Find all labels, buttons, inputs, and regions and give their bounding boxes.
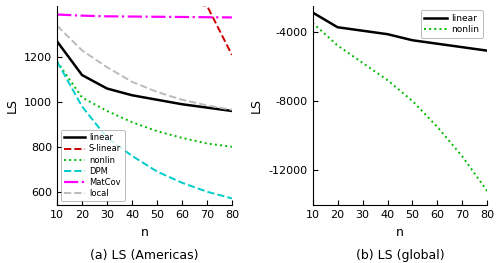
- nonlin: [229, 145, 235, 148]
- linear: [310, 11, 316, 14]
- Line: local: local: [57, 26, 232, 110]
- S-linear: [229, 53, 235, 57]
- DPM: [54, 60, 60, 63]
- DPM: [204, 190, 210, 193]
- Line: S-linear: S-linear: [57, 0, 232, 55]
- Legend: linear, nonlin: linear, nonlin: [420, 10, 483, 38]
- local: [79, 49, 85, 52]
- nonlin: [104, 109, 110, 113]
- DPM: [154, 170, 160, 173]
- X-axis label: n: n: [396, 226, 404, 239]
- local: [104, 66, 110, 69]
- linear: [229, 109, 235, 113]
- nonlin: [460, 155, 466, 158]
- X-axis label: n: n: [140, 226, 148, 239]
- S-linear: [179, 2, 185, 5]
- S-linear: [129, 0, 135, 3]
- MatCov: [104, 15, 110, 18]
- linear: [484, 49, 490, 52]
- Line: DPM: DPM: [57, 62, 232, 198]
- DPM: [229, 197, 235, 200]
- nonlin: [360, 61, 366, 64]
- linear: [334, 26, 340, 29]
- linear: [460, 45, 466, 49]
- nonlin: [334, 44, 340, 47]
- linear: [154, 98, 160, 101]
- linear: [410, 39, 416, 42]
- nonlin: [384, 79, 390, 82]
- nonlin: [484, 190, 490, 193]
- MatCov: [179, 16, 185, 19]
- linear: [179, 103, 185, 106]
- S-linear: [154, 1, 160, 4]
- S-linear: [79, 0, 85, 1]
- nonlin: [204, 142, 210, 145]
- DPM: [179, 181, 185, 184]
- MatCov: [204, 16, 210, 19]
- local: [129, 80, 135, 83]
- linear: [79, 73, 85, 77]
- S-linear: [204, 4, 210, 7]
- DPM: [79, 105, 85, 108]
- nonlin: [410, 99, 416, 103]
- local: [154, 90, 160, 93]
- S-linear: [104, 0, 110, 2]
- Line: nonlin: nonlin: [312, 23, 488, 191]
- Text: (b) LS (global): (b) LS (global): [356, 249, 444, 262]
- linear: [129, 94, 135, 97]
- MatCov: [154, 15, 160, 18]
- Line: linear: linear: [312, 13, 488, 51]
- local: [229, 108, 235, 112]
- nonlin: [129, 121, 135, 124]
- Line: linear: linear: [57, 42, 232, 111]
- nonlin: [79, 96, 85, 99]
- linear: [360, 29, 366, 32]
- nonlin: [310, 21, 316, 24]
- linear: [204, 106, 210, 109]
- MatCov: [229, 16, 235, 19]
- MatCov: [54, 13, 60, 16]
- Text: (a) LS (Americas): (a) LS (Americas): [90, 249, 198, 262]
- local: [204, 104, 210, 107]
- nonlin: [179, 136, 185, 139]
- DPM: [104, 136, 110, 139]
- nonlin: [434, 125, 440, 129]
- linear: [54, 40, 60, 43]
- linear: [434, 42, 440, 45]
- Line: nonlin: nonlin: [57, 62, 232, 147]
- DPM: [129, 154, 135, 157]
- nonlin: [154, 130, 160, 133]
- Line: MatCov: MatCov: [57, 14, 232, 17]
- linear: [104, 87, 110, 90]
- local: [54, 24, 60, 27]
- MatCov: [129, 15, 135, 18]
- Legend: linear, S-linear, nonlin, DPM, MatCov, local: linear, S-linear, nonlin, DPM, MatCov, l…: [60, 130, 124, 201]
- local: [179, 98, 185, 101]
- linear: [384, 33, 390, 36]
- Y-axis label: LS: LS: [6, 98, 18, 113]
- Y-axis label: LS: LS: [250, 98, 263, 113]
- nonlin: [54, 60, 60, 63]
- MatCov: [79, 14, 85, 17]
